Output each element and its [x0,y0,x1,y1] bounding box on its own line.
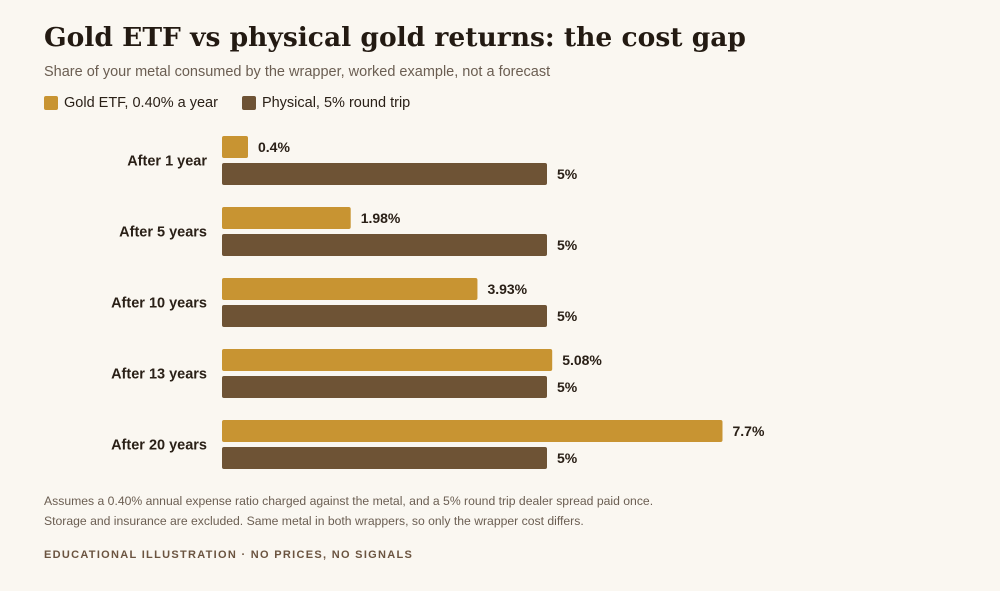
category-label-after-20-years: After 20 years [111,438,207,454]
value-label-physical-after-5-years: 5% [557,237,578,253]
bar-physical-after-10-years [222,305,547,327]
bar-etf-after-5-years [222,207,351,229]
legend-swatch-physical [241,96,256,110]
value-label-etf-after-20-years: 7.7% [733,423,765,439]
bar-physical-after-13-years [222,376,547,398]
bar-etf-after-10-years [222,278,478,300]
bar-physical-after-1-year [222,163,547,185]
value-label-etf-after-10-years: 3.93% [487,281,527,297]
footer-tag: EDUCATIONAL ILLUSTRATION · NO PRICES, NO… [44,549,414,561]
footnote-line-2: Storage and insurance are excluded. Same… [44,513,584,528]
bar-etf-after-20-years [222,420,723,442]
value-label-physical-after-10-years: 5% [557,308,578,324]
legend-label-physical: Physical, 5% round trip [261,95,411,111]
category-label-after-13-years: After 13 years [111,367,207,383]
value-label-physical-after-13-years: 5% [557,379,578,395]
bar-chart: After 1 year 0.4% 5% After 5 years 1.98% 5% Af… [111,136,765,469]
chart-title: Gold ETF vs physical gold returns: the c… [44,22,746,53]
bar-etf-after-1-year [222,136,248,158]
value-label-etf-after-5-years: 1.98% [361,210,401,226]
legend: Gold ETF, 0.40% a year Physical, 5% roun… [44,95,434,111]
category-label-after-10-years: After 10 years [111,296,207,312]
footnote: Assumes a 0.40% annual expense ratio cha… [44,492,653,531]
footnote-line-1: Assumes a 0.40% annual expense ratio cha… [44,494,654,508]
category-label-after-5-years: After 5 years [119,225,207,241]
value-label-etf-after-1-year: 0.4% [258,139,290,155]
value-label-etf-after-13-years: 5.08% [562,352,602,368]
bar-physical-after-20-years [222,447,547,469]
legend-label-etf: Gold ETF, 0.40% a year [64,95,218,111]
bar-physical-after-5-years [222,234,547,256]
chart-subtitle: Share of your metal consumed by the wrap… [44,64,551,80]
legend-swatch-etf [44,96,58,110]
value-label-physical-after-1-year: 5% [557,166,578,182]
category-label-after-1-year: After 1 year [127,154,207,170]
value-label-physical-after-20-years: 5% [557,450,578,466]
legend-item-physical: Physical, 5% round trip [241,95,411,111]
bar-etf-after-13-years [222,349,553,371]
legend-item-etf: Gold ETF, 0.40% a year [44,95,218,111]
